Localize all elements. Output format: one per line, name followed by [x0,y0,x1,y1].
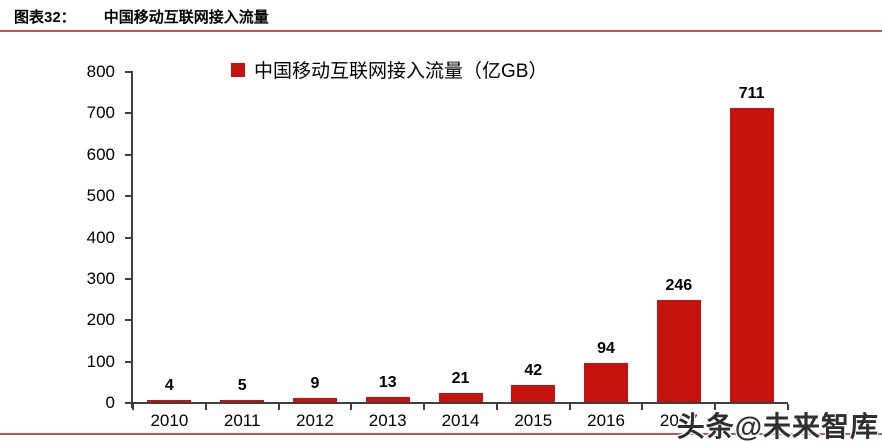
y-axis-tick [125,277,131,280]
x-axis-tick [714,404,717,410]
y-axis-line [131,71,133,408]
legend-label: 中国移动互联网接入流量（亿GB） [254,61,548,82]
x-axis-category-label: 2013 [368,411,407,430]
figure-header: 图表32： 中国移动互联网接入流量 [14,6,269,27]
x-axis-tick [277,404,280,410]
bar-value-label: 246 [665,277,693,294]
figure-number: 图表32： [14,9,76,26]
watermark: 头条@未来智库 [676,411,879,442]
y-axis-tick-label: 500 [86,186,115,206]
x-axis-tick [641,404,644,410]
y-axis-tick-label: 100 [86,351,115,371]
x-axis-tick [423,404,426,410]
bar [147,400,192,402]
x-axis-category-label: 2015 [514,411,553,430]
y-axis-tick-label: 600 [86,144,115,164]
y-axis-tick [125,319,131,322]
x-axis-category-label: 2012 [296,411,334,430]
bar [438,393,483,402]
y-axis-tick [125,236,131,239]
x-axis-tick [204,404,207,410]
bar-value-label: 21 [451,370,470,387]
x-axis-tick [350,404,353,410]
x-axis-line [131,402,788,404]
bar-value-label: 9 [310,375,320,392]
x-axis-tick [495,404,498,410]
y-axis-tick-label: 0 [105,393,115,412]
x-axis-category-label: 2010 [150,411,189,430]
x-axis-category-label: 2011 [223,411,261,430]
bar [292,398,337,402]
footer-rule [0,433,882,435]
y-axis-tick-label: 400 [86,227,115,247]
bar [220,400,265,402]
bar-value-label: 42 [524,362,543,379]
bar-value-label: 13 [378,374,397,391]
y-axis-tick [125,195,131,198]
y-axis-tick-label: 700 [86,103,115,123]
bar [511,385,556,402]
x-axis-category-label: 2016 [587,411,625,430]
y-axis-tick [125,402,131,404]
y-axis-tick [125,153,131,156]
bar-value-label: 94 [597,340,615,357]
x-axis-tick [568,404,571,410]
bar [584,363,629,402]
y-axis-tick-label: 300 [86,268,115,288]
x-axis-category-label: 2014 [441,411,480,430]
bar [365,397,410,402]
x-axis-tick [787,404,789,410]
x-axis-category-label: 2017 [659,411,698,430]
bar-value-label: 711 [738,85,765,102]
y-axis-tick [125,112,131,115]
y-axis-tick [125,71,131,73]
y-axis-tick-label: 800 [86,62,115,81]
figure-title: 中国移动互联网接入流量 [103,9,269,26]
legend: 中国移动互联网接入流量（亿GB） [231,56,547,83]
legend-marker-icon [231,62,245,77]
y-axis-tick-label: 200 [86,310,115,330]
bar [729,108,774,402]
header-rule [0,30,882,32]
bar-value-label: 4 [164,377,174,394]
bar-value-label: 5 [237,377,247,394]
x-axis-tick [132,404,134,410]
bar [656,300,701,402]
y-axis-tick [125,360,131,363]
